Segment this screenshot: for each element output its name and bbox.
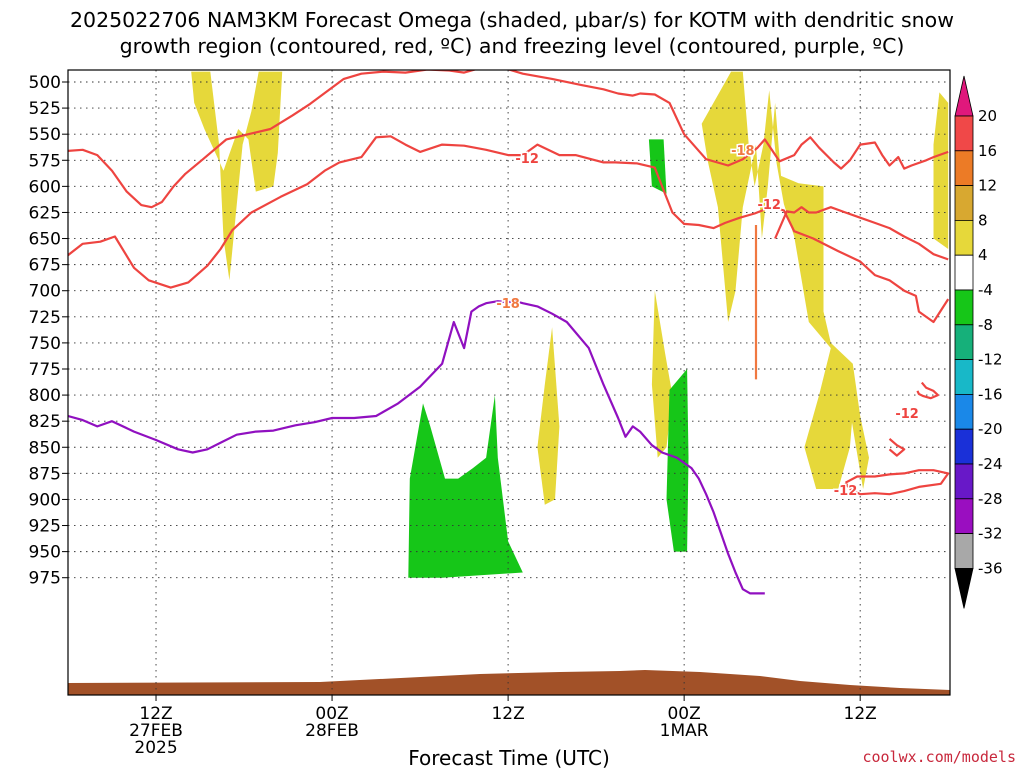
y-tick-label-625: 625 [29, 203, 61, 223]
y-tick-label-500: 500 [29, 73, 61, 93]
colorbar-swatch-5 [954, 254, 974, 291]
contour-line-1 [68, 135, 950, 324]
colorbar-labels: 20 16 12 8 4 -4 -8 -12 -16 -20 -24 -28 -32 -36 [978, 107, 1003, 577]
y-tick-label-775: 775 [29, 360, 61, 380]
colorbar-swatch-9 [954, 393, 974, 430]
colorbar-swatch-13 [954, 533, 974, 569]
y-tick-label-600: 600 [29, 177, 61, 197]
contour-line-2 [774, 206, 949, 261]
colorbar-swatch-6 [954, 289, 974, 326]
x-tick-label-6-1: 27FEB [129, 721, 183, 741]
y-tick-label-850: 850 [29, 438, 61, 458]
contour-label-3: -12 [895, 407, 919, 422]
colorbar-top-arrow [954, 75, 974, 117]
omega-area-0-0 [191, 71, 283, 281]
y-tick-label-900: 900 [29, 490, 61, 510]
colorbar-label-5: -4 [978, 281, 993, 299]
y-tick-label-725: 725 [29, 308, 61, 328]
omega-area-1-2 [666, 369, 689, 552]
contour-label-5: -18 [496, 297, 520, 312]
y-tick-label-550: 550 [29, 125, 61, 145]
y-tick-label-650: 650 [29, 230, 61, 250]
colorbar [954, 75, 974, 609]
contour-line-4 [844, 469, 950, 496]
colorbar-label-12: -32 [978, 525, 1003, 543]
colorbar-swatch-7 [954, 324, 974, 360]
colorbar-label-10: -24 [978, 455, 1003, 473]
colorbar-label-2: 12 [978, 177, 997, 195]
y-tick-label-925: 925 [29, 517, 61, 537]
colorbar-label-11: -28 [978, 490, 1003, 508]
contour-label-1: -18 [731, 144, 755, 159]
x-tick-label-42-1: 1MAR [660, 721, 709, 741]
x-tick-label-18-0: 00Z [315, 704, 348, 724]
colorbar-label-13: -36 [978, 559, 1003, 577]
contour-labels: -12 -18 -12 -12 -12 -18 [495, 142, 921, 500]
colorbar-label-7: -12 [978, 351, 1003, 369]
colorbar-label-8: -16 [978, 385, 1003, 403]
colorbar-swatch-4 [954, 219, 974, 256]
contour-line-0 [68, 70, 949, 209]
x-tick-label-42-0: 00Z [667, 704, 700, 724]
omega-area-1-0 [408, 395, 523, 578]
plot-grid [68, 70, 950, 695]
contour-line-3 [888, 438, 906, 457]
contour-label-0: -12 [515, 152, 539, 167]
colorbar-swatch-12 [954, 498, 974, 534]
contour-line-7 [68, 300, 765, 595]
colorbar-label-9: -20 [978, 420, 1003, 438]
colorbar-swatch-10 [954, 428, 974, 465]
credit-label: coolwx.com/models [862, 748, 1016, 766]
y-tick-label-825: 825 [29, 412, 61, 432]
colorbar-bottom-arrow [954, 568, 974, 609]
y-tick-label-875: 875 [29, 464, 61, 484]
colorbar-swatch-1 [954, 115, 974, 152]
x-tick-label-18-1: 28FEB [305, 721, 359, 741]
x-axis-label: Forecast Time (UTC) [408, 746, 610, 768]
y-tick-label-750: 750 [29, 334, 61, 354]
contour-line-5 [916, 381, 939, 400]
omega-area-0-4 [933, 92, 949, 250]
omega-area-1-1 [648, 139, 667, 194]
y-tick-label-800: 800 [29, 386, 61, 406]
omega-area-0-1 [701, 71, 869, 489]
colorbar-swatch-11 [954, 463, 974, 500]
chart-title-line1: 2025022706 NAM3KM Forecast Omega (shaded… [70, 8, 954, 32]
plot-frame [67, 69, 951, 696]
y-tick-label-525: 525 [29, 99, 61, 119]
terrain-surface [68, 670, 950, 695]
y-tick-label-575: 575 [29, 151, 61, 171]
x-tick-label-54-0: 12Z [844, 704, 877, 724]
y-tick-label-675: 675 [29, 256, 61, 276]
x-tick-label-6-0: 12Z [139, 704, 172, 724]
colorbar-label-0: 20 [978, 107, 997, 125]
colorbar-label-1: 16 [978, 142, 997, 160]
colorbar-swatch-2 [954, 150, 974, 187]
colorbar-label-4: 4 [978, 246, 988, 264]
y-tick-label-700: 700 [29, 282, 61, 302]
colorbar-swatch-3 [954, 185, 974, 221]
x-tick-label-30-0: 12Z [491, 704, 524, 724]
omega-shading [191, 71, 949, 578]
colorbar-label-6: -8 [978, 316, 993, 334]
colorbar-label-3: 8 [978, 211, 988, 229]
contour-label-4: -12 [834, 484, 858, 499]
y-axis: 500 525 550 575 600 625 650 675 700 725 750 775 800 8… [29, 73, 68, 589]
chart-title-line2: growth region (contoured, red, ºC) and f… [120, 34, 905, 58]
plot-area [68, 70, 950, 695]
colorbar-swatch-8 [954, 359, 974, 395]
x-tick-label-6-2: 2025 [134, 738, 177, 758]
contour-label-2: -12 [757, 198, 781, 213]
terrain-fill [68, 670, 950, 695]
temperature-contours [68, 70, 950, 595]
y-tick-label-950: 950 [29, 543, 61, 563]
omega-area-0-3 [651, 290, 673, 458]
y-tick-label-975: 975 [29, 569, 61, 589]
omega-area-0-2 [537, 327, 560, 505]
